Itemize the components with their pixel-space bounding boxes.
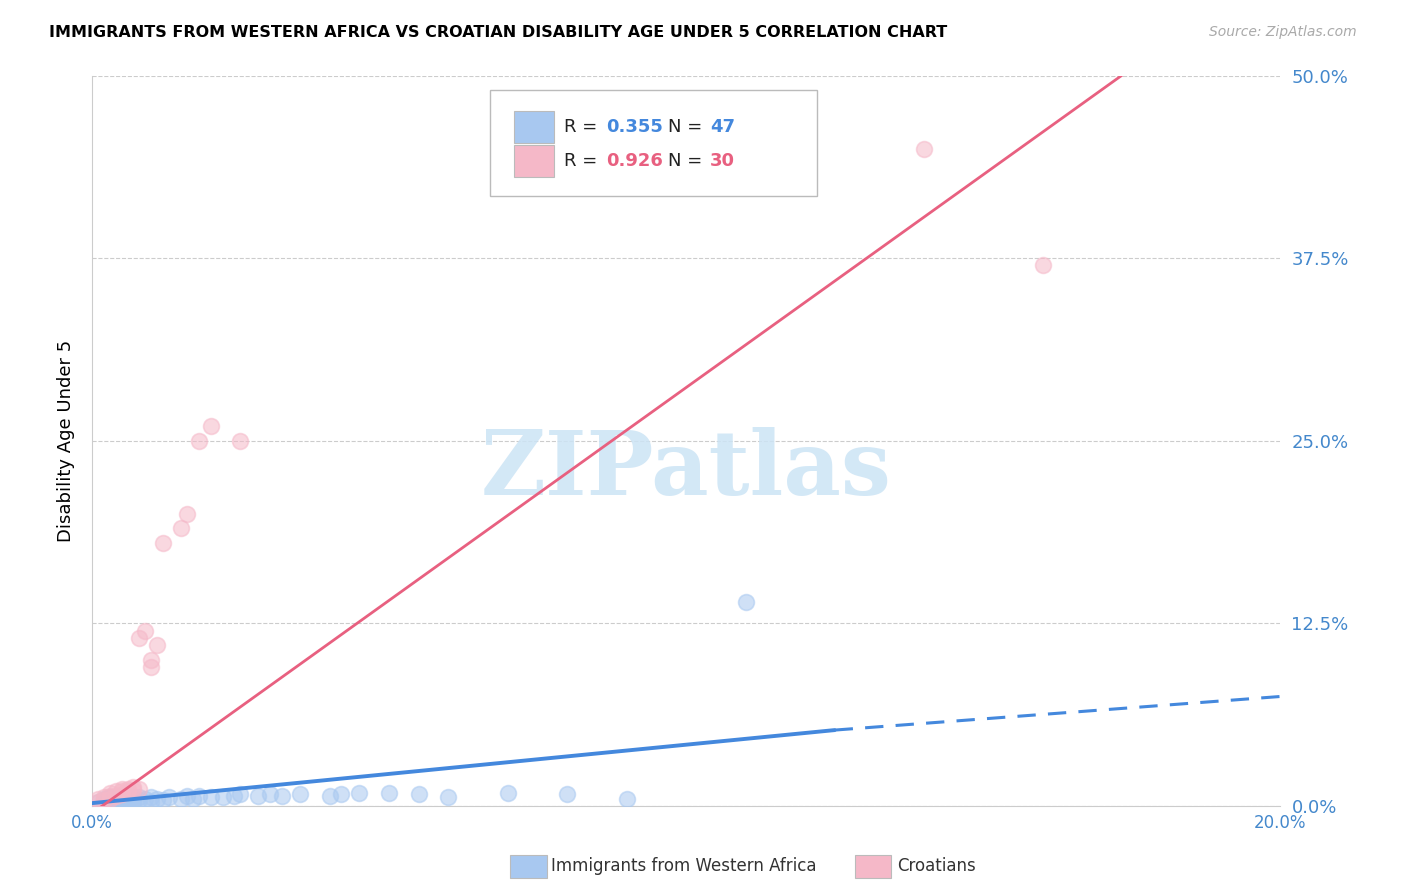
Point [555, 788, 578, 802]
Point [146, 791, 169, 805]
Point [128, 631, 150, 645]
Point [378, 786, 401, 800]
Point [1032, 259, 1054, 273]
Point [128, 790, 150, 805]
Point [104, 784, 127, 798]
Point [247, 789, 270, 803]
Point [146, 638, 169, 652]
Point [128, 793, 150, 807]
Text: 0.926: 0.926 [606, 152, 664, 170]
Point [176, 789, 198, 803]
Point [110, 788, 132, 802]
Point [98, 791, 121, 805]
Point [141, 790, 163, 805]
Point [349, 786, 371, 800]
Point [152, 793, 174, 807]
Point [288, 788, 311, 802]
Point [98, 786, 121, 800]
Point [187, 434, 209, 448]
Point [122, 780, 145, 794]
Point [117, 795, 139, 809]
Text: 30: 30 [710, 152, 735, 170]
Point [110, 781, 132, 796]
Y-axis label: Disability Age Under 5: Disability Age Under 5 [58, 340, 75, 542]
Point [259, 788, 281, 802]
Point [912, 142, 935, 156]
Point [496, 786, 519, 800]
Point [176, 507, 198, 521]
Point [93, 790, 115, 805]
Point [170, 521, 193, 535]
Point [122, 783, 145, 797]
Point [170, 791, 193, 805]
Point [330, 788, 353, 802]
FancyBboxPatch shape [513, 111, 554, 143]
Text: ZIPatlas: ZIPatlas [481, 426, 891, 514]
Point [200, 790, 222, 805]
Text: N =: N = [668, 152, 709, 170]
Point [134, 624, 156, 638]
Point [224, 789, 246, 803]
Point [187, 789, 209, 803]
Text: IMMIGRANTS FROM WESTERN AFRICA VS CROATIAN DISABILITY AGE UNDER 5 CORRELATION CH: IMMIGRANTS FROM WESTERN AFRICA VS CROATI… [49, 25, 948, 40]
Point [93, 791, 115, 805]
Point [87, 795, 110, 809]
Point [98, 795, 121, 809]
Point [117, 781, 139, 796]
Point [229, 434, 252, 448]
Point [200, 419, 222, 434]
Point [152, 536, 174, 550]
Text: Croatians: Croatians [897, 857, 976, 875]
Text: R =: R = [564, 152, 603, 170]
Point [87, 791, 110, 805]
Text: R =: R = [564, 118, 603, 136]
Point [117, 789, 139, 803]
Text: 47: 47 [710, 118, 735, 136]
FancyBboxPatch shape [513, 145, 554, 178]
Point [128, 781, 150, 796]
Point [110, 784, 132, 798]
Point [117, 791, 139, 805]
Point [229, 788, 252, 802]
Point [104, 789, 127, 803]
Point [318, 789, 340, 803]
Point [181, 791, 204, 805]
Point [98, 793, 121, 807]
Point [141, 660, 163, 674]
Text: N =: N = [668, 118, 709, 136]
Point [93, 793, 115, 807]
Point [141, 653, 163, 667]
Point [157, 790, 180, 805]
Point [87, 795, 110, 809]
Point [141, 795, 163, 809]
Point [104, 791, 127, 805]
Point [117, 784, 139, 798]
Point [122, 790, 145, 805]
Point [134, 791, 156, 805]
Point [110, 791, 132, 805]
Point [98, 790, 121, 805]
Point [211, 790, 233, 805]
Point [271, 789, 294, 803]
Point [98, 789, 121, 803]
Point [104, 796, 127, 810]
Point [122, 793, 145, 807]
Text: Source: ZipAtlas.com: Source: ZipAtlas.com [1209, 25, 1357, 39]
Point [110, 789, 132, 803]
Point [616, 791, 638, 805]
Text: 0.355: 0.355 [606, 118, 664, 136]
Text: Immigrants from Western Africa: Immigrants from Western Africa [551, 857, 817, 875]
Point [408, 788, 430, 802]
Point [110, 795, 132, 809]
Point [734, 594, 756, 608]
Point [122, 795, 145, 809]
FancyBboxPatch shape [489, 90, 817, 196]
Point [437, 790, 460, 805]
Point [93, 796, 115, 810]
